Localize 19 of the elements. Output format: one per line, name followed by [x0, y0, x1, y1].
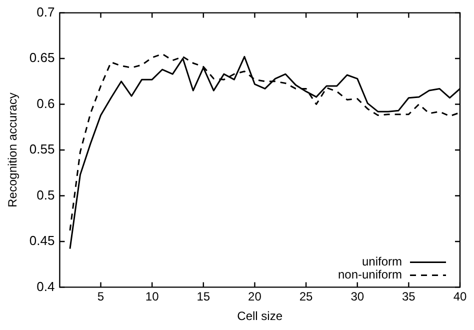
legend-label: uniform: [362, 254, 402, 269]
x-tick-label: 20: [248, 290, 262, 304]
x-tick-label: 10: [145, 290, 160, 304]
y-tick-label: 0.65: [29, 50, 55, 66]
y-axis-title: Recognition accuracy: [6, 92, 20, 208]
y-tick-label: 0.4: [36, 278, 55, 294]
y-tick-label: 0.6: [36, 96, 55, 111]
x-tick-label: 35: [402, 290, 416, 304]
x-tick-label: 30: [350, 290, 364, 304]
x-tick-label: 25: [299, 290, 314, 304]
y-tick-label: 0.45: [29, 233, 55, 248]
y-tick-label: 0.7: [36, 4, 55, 20]
y-tick-label: 0.5: [36, 187, 55, 202]
legend-label: non-uniform: [338, 268, 402, 282]
x-tick-label: 15: [196, 290, 210, 304]
x-tick-label: 5: [97, 290, 104, 304]
x-tick-label: 40: [453, 290, 467, 304]
y-tick-label: 0.55: [29, 142, 55, 157]
x-axis-title: Cell size: [237, 309, 283, 324]
